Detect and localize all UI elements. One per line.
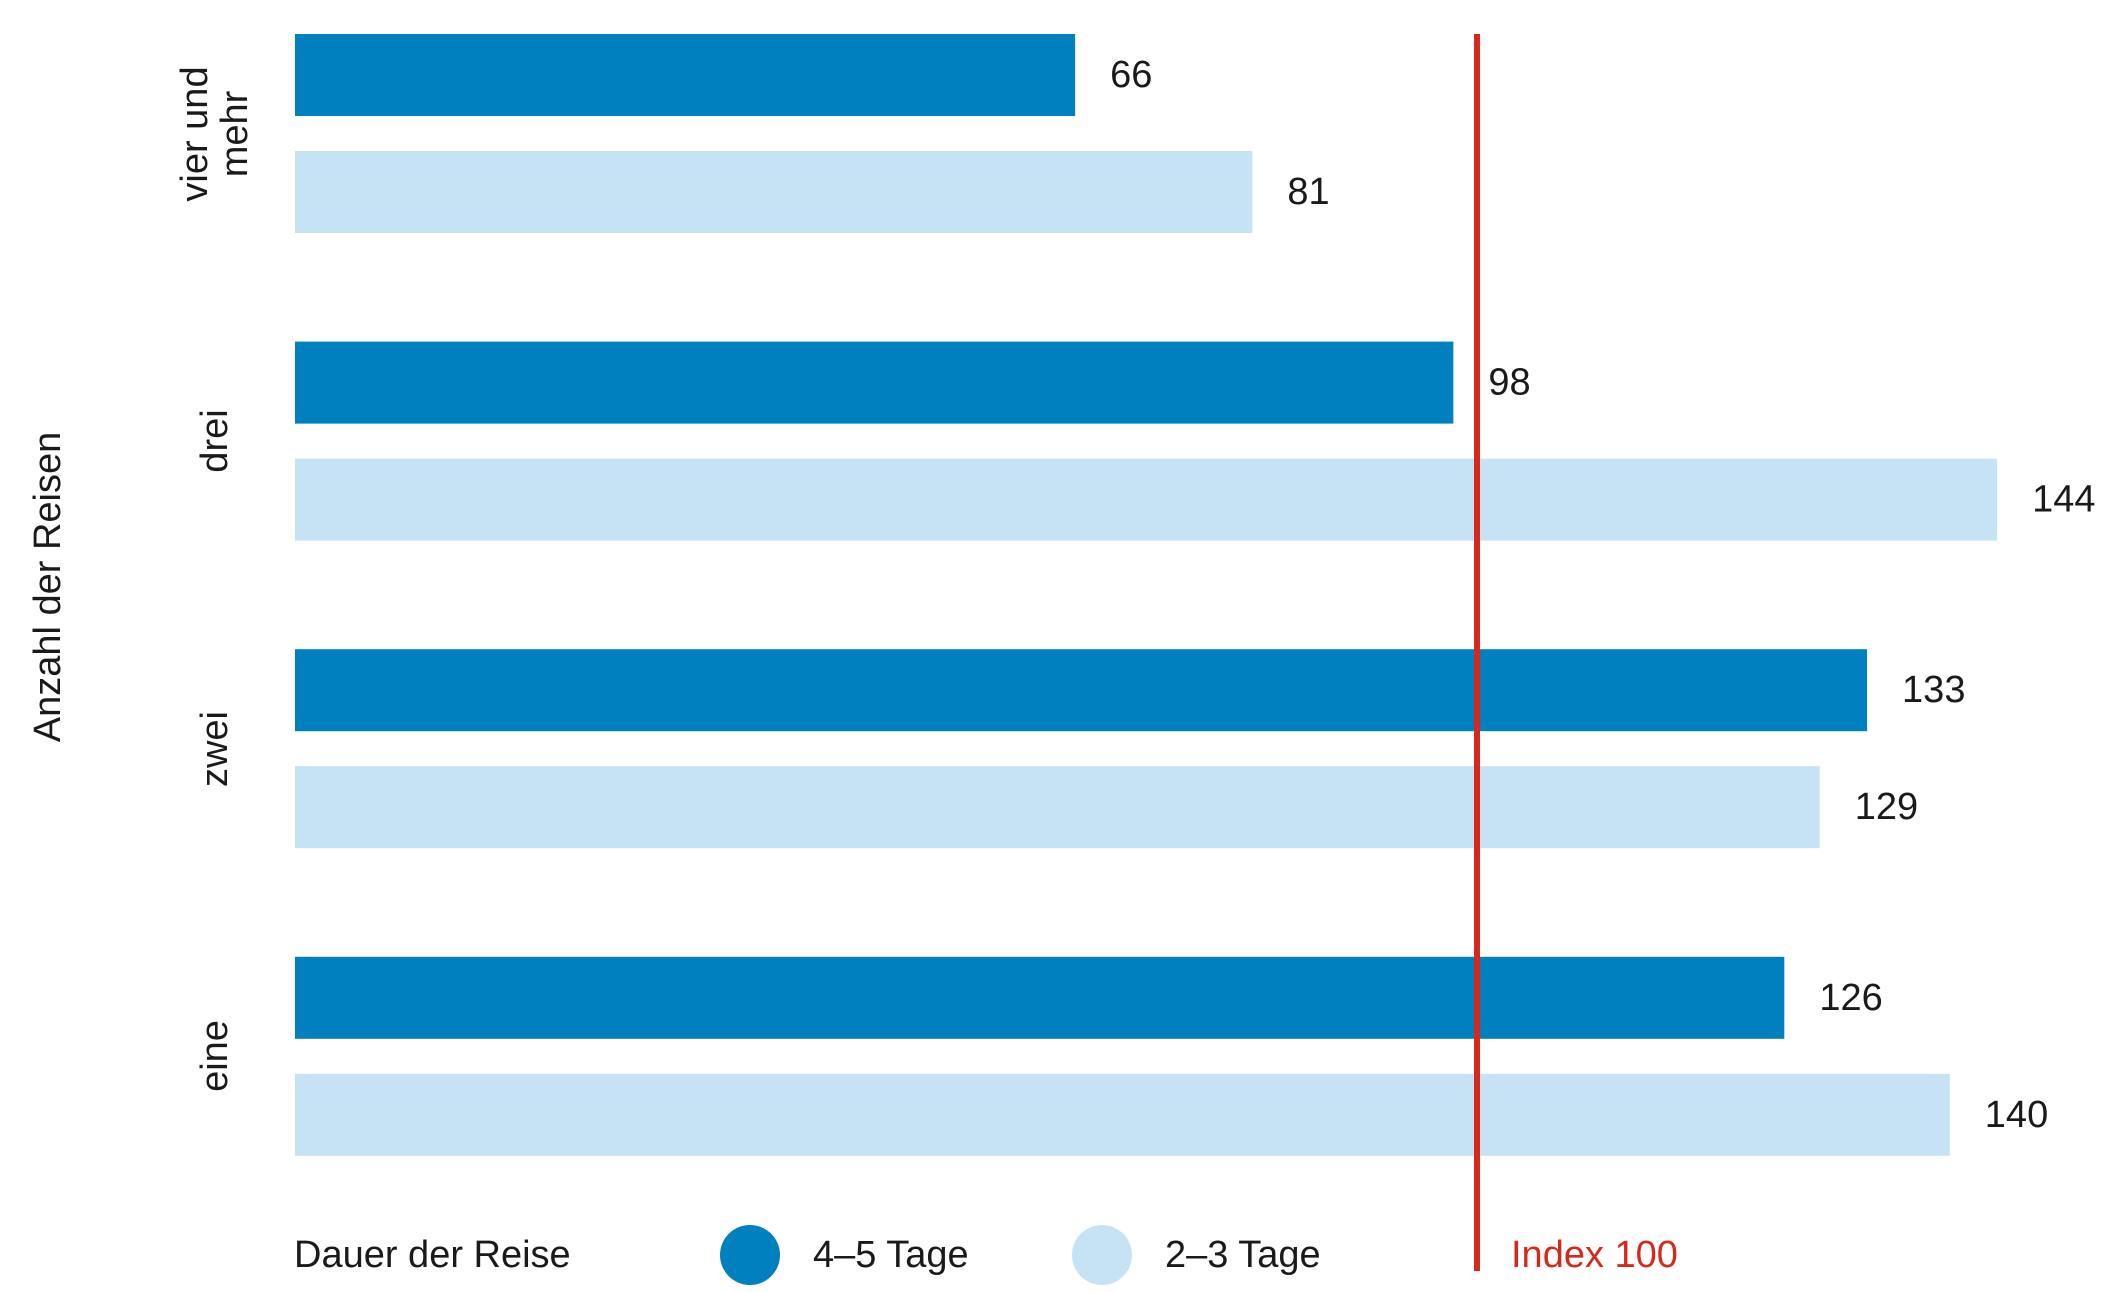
value-label: 129 bbox=[1855, 786, 1918, 828]
category-label: zwei bbox=[194, 710, 237, 787]
category-label: vier und mehr bbox=[174, 65, 256, 202]
bar bbox=[295, 1073, 1950, 1156]
category-label: eine bbox=[194, 1020, 237, 1093]
value-label: 81 bbox=[1287, 171, 1329, 213]
bar bbox=[295, 341, 1454, 424]
reference-label: Index 100 bbox=[1511, 1234, 1678, 1276]
bar bbox=[295, 151, 1253, 233]
value-label: 133 bbox=[1902, 669, 1965, 711]
bar bbox=[295, 458, 1998, 541]
bar bbox=[295, 766, 1820, 849]
value-label: 140 bbox=[1985, 1094, 2048, 1136]
legend-label: 2–3 Tage bbox=[1165, 1234, 1321, 1276]
y-axis-label: Anzahl der Reisen bbox=[27, 432, 69, 743]
legend-title: Dauer der Reise bbox=[294, 1234, 571, 1276]
category-label: drei bbox=[194, 409, 237, 473]
legend-label: 4–5 Tage bbox=[813, 1234, 969, 1276]
legend-marker bbox=[720, 1225, 780, 1285]
bar bbox=[295, 649, 1868, 732]
bar bbox=[295, 34, 1076, 116]
legend-marker bbox=[1072, 1225, 1132, 1285]
value-label: 66 bbox=[1110, 54, 1152, 96]
value-label: 144 bbox=[2032, 479, 2095, 521]
bar bbox=[295, 956, 1785, 1039]
value-label: 126 bbox=[1819, 977, 1882, 1019]
value-label: 98 bbox=[1488, 362, 1530, 404]
